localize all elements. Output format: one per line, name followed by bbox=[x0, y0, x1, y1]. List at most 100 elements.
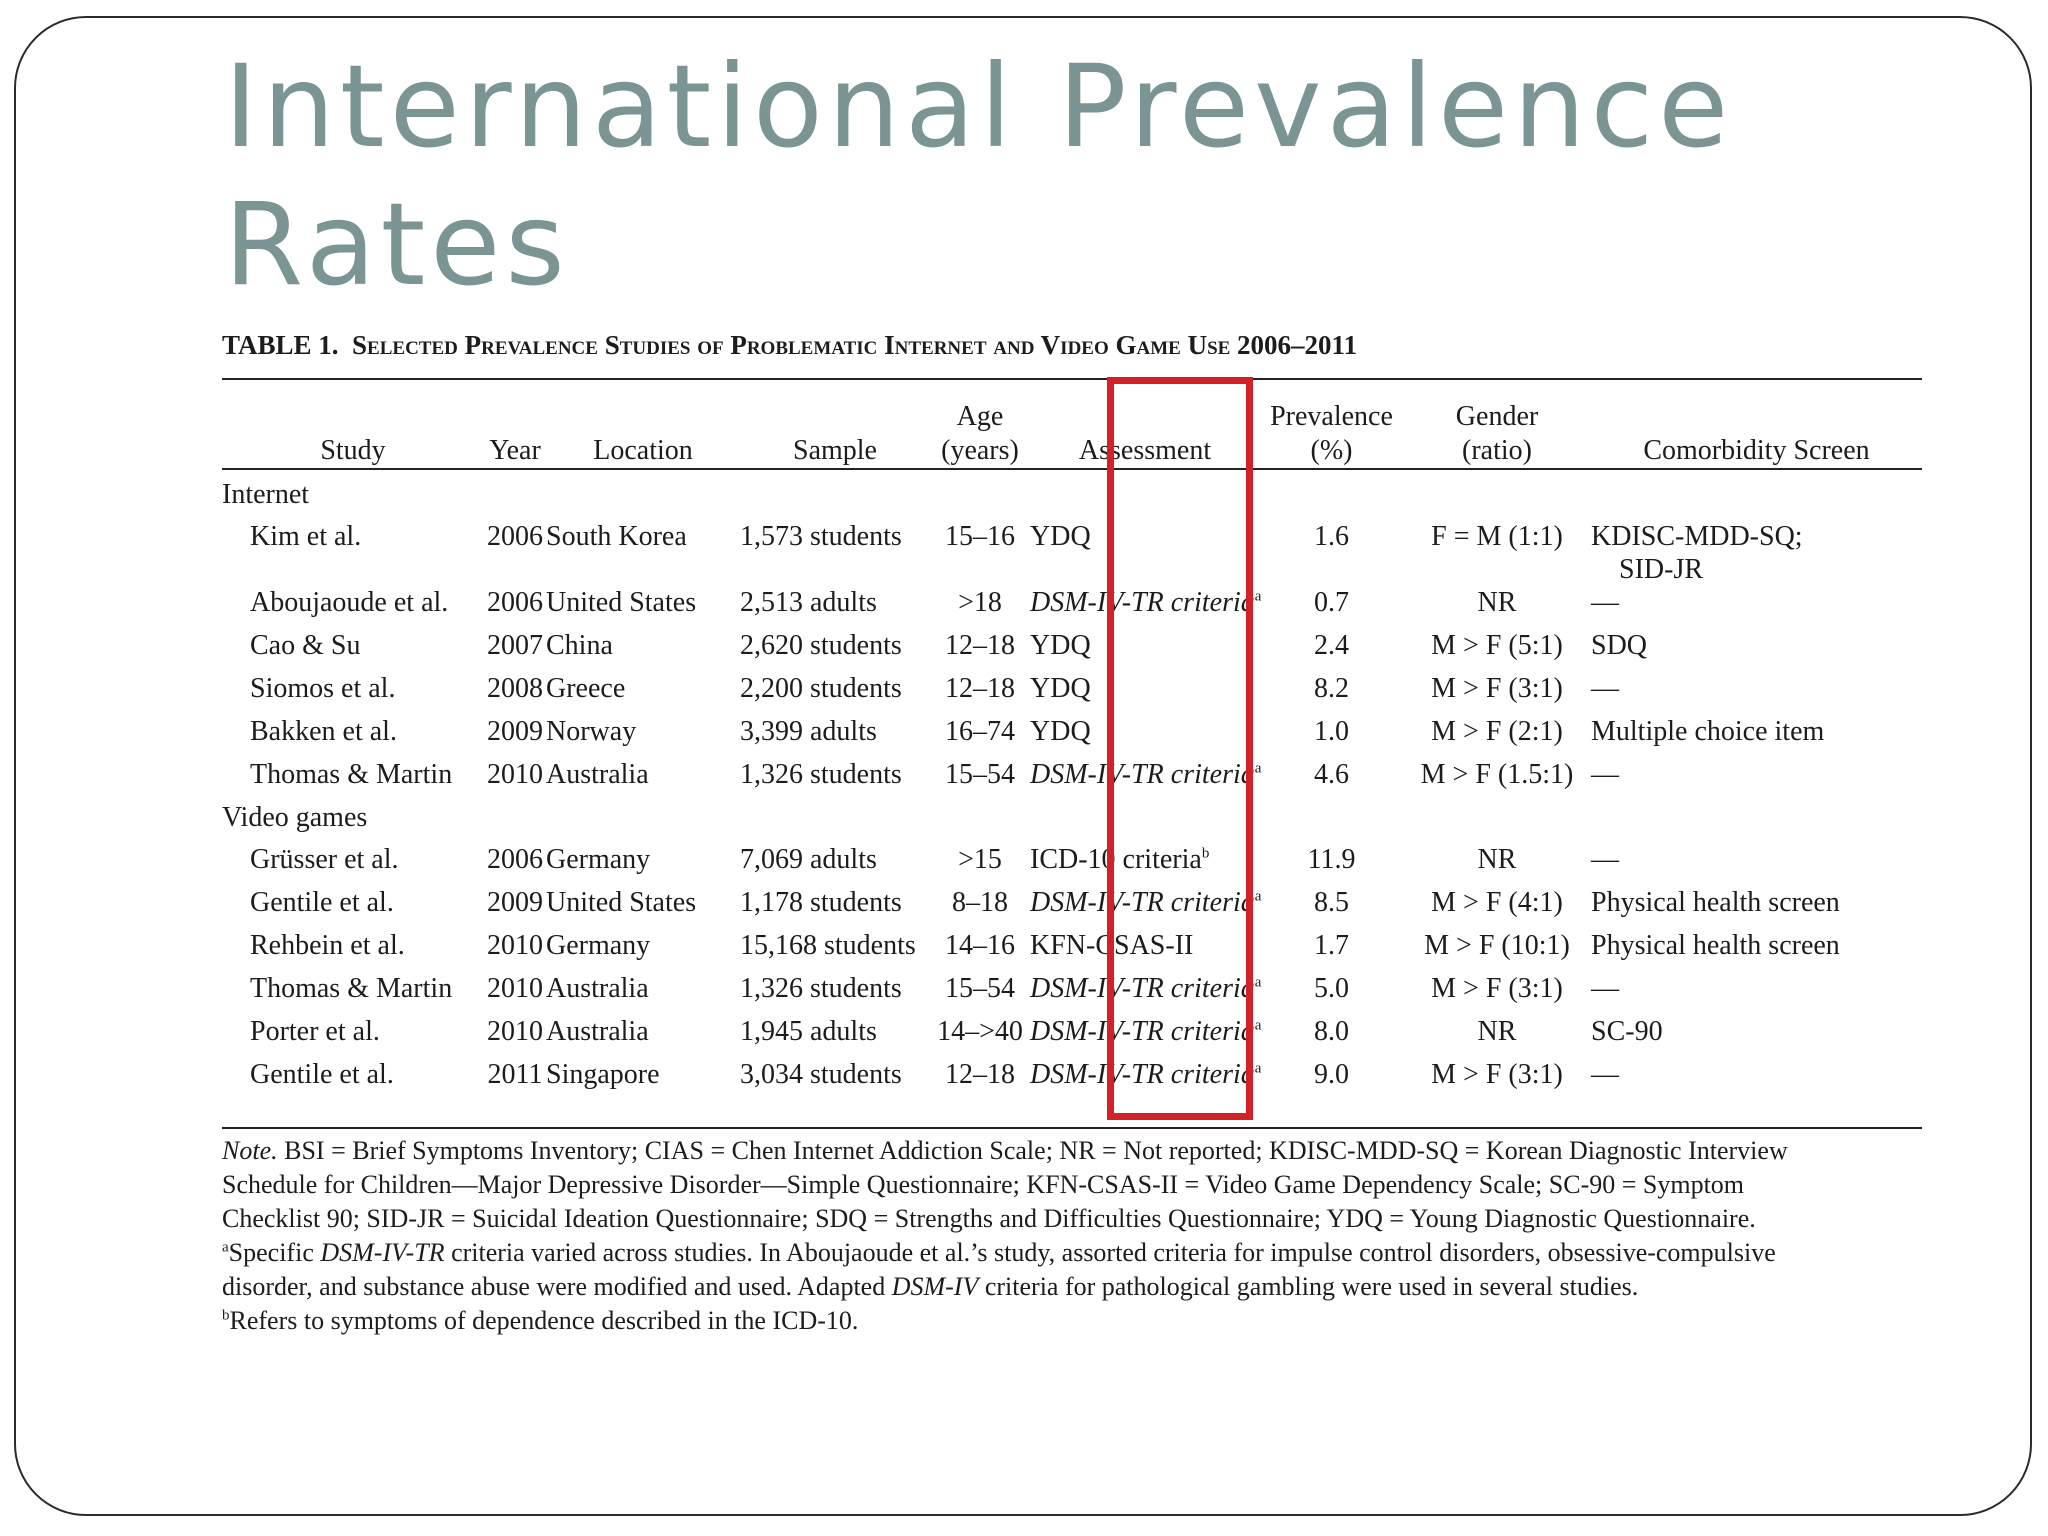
cell-sample: 15,168 students bbox=[740, 930, 916, 961]
cell-age: 12–18 bbox=[945, 630, 1015, 661]
cell-assessment: DSM-IV-TR criteriaa bbox=[1030, 759, 1262, 790]
cell-gender: M > F (3:1) bbox=[1431, 1059, 1563, 1090]
footnote-a: aSpecific DSM-IV-TR criteria varied acro… bbox=[222, 1238, 1776, 1267]
cell-age: 16–74 bbox=[945, 716, 1015, 747]
cell-year: 2011 bbox=[487, 1059, 543, 1090]
section-label: Video games bbox=[222, 802, 368, 833]
prevalence-table: Study Year Location Sample Age (years) As… bbox=[222, 380, 1922, 1101]
cell-comorbidity: Physical health screen bbox=[1591, 930, 1840, 961]
cell-year: 2009 bbox=[487, 716, 543, 747]
cell-prevalence: 0.7 bbox=[1314, 587, 1349, 618]
table-row: Gentile et al. 2011 Singapore 3,034 student… bbox=[222, 1058, 1922, 1101]
cell-age: 15–16 bbox=[945, 521, 1015, 552]
cell-location: Singapore bbox=[546, 1059, 660, 1090]
footnote-b: bRefers to symptoms of dependence descri… bbox=[222, 1306, 859, 1335]
cell-gender: NR bbox=[1477, 844, 1517, 875]
section-row: Internet bbox=[222, 478, 1922, 520]
cell-location: Germany bbox=[546, 844, 651, 875]
cell-study: Gentile et al. bbox=[250, 887, 394, 918]
cell-gender: M > F (4:1) bbox=[1431, 887, 1563, 918]
cell-year: 2006 bbox=[487, 844, 543, 875]
cell-prevalence: 8.0 bbox=[1314, 1016, 1349, 1047]
cell-comorbidity: Physical health screen bbox=[1591, 887, 1840, 918]
cell-sample: 2,620 students bbox=[740, 630, 902, 661]
cell-assessment: YDQ bbox=[1030, 521, 1091, 552]
cell-prevalence: 2.4 bbox=[1314, 630, 1349, 661]
cell-age: 15–54 bbox=[945, 973, 1015, 1004]
cell-year: 2006 bbox=[487, 587, 543, 618]
cell-year: 2010 bbox=[487, 759, 543, 790]
cell-location: Greece bbox=[546, 673, 626, 704]
cell-location: South Korea bbox=[546, 521, 687, 552]
cell-location: Australia bbox=[546, 1016, 649, 1047]
slide-title: International Prevalence Rates bbox=[224, 38, 1924, 314]
cell-assessment: DSM-IV-TR criteriaa bbox=[1030, 973, 1262, 1004]
cell-gender: M > F (10:1) bbox=[1424, 930, 1570, 961]
cell-assessment: DSM-IV-TR criteriaa bbox=[1030, 1016, 1262, 1047]
cell-sample: 2,200 students bbox=[740, 673, 902, 704]
header-age: Age (years) bbox=[941, 401, 1019, 466]
section-label: Internet bbox=[222, 479, 310, 510]
table-header-row: Study Year Location Sample Age (years) As… bbox=[222, 380, 1922, 478]
cell-comorbidity: — bbox=[1591, 1059, 1619, 1090]
cell-sample: 1,945 adults bbox=[740, 1016, 877, 1047]
cell-sample: 1,573 students bbox=[740, 521, 902, 552]
cell-sample: 1,326 students bbox=[740, 759, 902, 790]
cell-age: 8–18 bbox=[952, 887, 1008, 918]
cell-age: >15 bbox=[958, 844, 1002, 875]
cell-year: 2009 bbox=[487, 887, 543, 918]
cell-gender: NR bbox=[1477, 587, 1517, 618]
cell-sample: 7,069 adults bbox=[740, 844, 877, 875]
table-row: Aboujaoude et al. 2006 United States 2,513 … bbox=[222, 586, 1922, 629]
cell-year: 2006 bbox=[487, 521, 543, 552]
cell-study: Siomos et al. bbox=[250, 673, 396, 704]
table-row: Rehbein et al. 2010 Germany 15,168 students… bbox=[222, 929, 1922, 972]
table-row: Porter et al. 2010 Australia 1,945 adults 14… bbox=[222, 1015, 1922, 1058]
note-line-3: Checklist 90; SID-JR = Suicidal Ideation… bbox=[222, 1204, 1756, 1233]
slide-frame bbox=[14, 16, 2032, 1516]
cell-study: Aboujaoude et al. bbox=[250, 587, 449, 618]
header-location: Location bbox=[593, 435, 693, 466]
cell-comorbidity: — bbox=[1591, 759, 1619, 790]
header-year: Year bbox=[489, 435, 541, 466]
header-gender: Gender (ratio) bbox=[1455, 401, 1539, 466]
cell-age: 14–16 bbox=[945, 930, 1015, 961]
footnote-a-cont: disorder, and substance abuse were modif… bbox=[222, 1272, 1639, 1301]
table-caption: TABLE 1. Selected Prevalence Studies of … bbox=[222, 330, 1922, 382]
cell-comorbidity: Multiple choice item bbox=[1591, 716, 1825, 747]
cell-age: 12–18 bbox=[945, 673, 1015, 704]
cell-gender: M > F (3:1) bbox=[1431, 973, 1563, 1004]
cell-age: 12–18 bbox=[945, 1059, 1015, 1090]
cell-comorbidity: — bbox=[1591, 844, 1619, 875]
header-prevalence: Prevalence (%) bbox=[1270, 401, 1393, 466]
cell-study: Kim et al. bbox=[250, 521, 362, 552]
slide-title-line1: International Prevalence bbox=[224, 40, 1734, 173]
header-study: Study bbox=[320, 435, 386, 466]
cell-prevalence: 1.6 bbox=[1314, 521, 1349, 552]
cell-location: Australia bbox=[546, 759, 649, 790]
cell-prevalence: 4.6 bbox=[1314, 759, 1349, 790]
table-body: Internet Kim et al. 2006 South Korea 1,573 s… bbox=[222, 478, 1922, 1101]
cell-gender: M > F (5:1) bbox=[1431, 630, 1563, 661]
section-row: Video games bbox=[222, 801, 1922, 843]
cell-prevalence: 8.5 bbox=[1314, 887, 1349, 918]
header-comorbidity: Comorbidity Screen bbox=[1643, 435, 1870, 466]
cell-gender: M > F (1.5:1) bbox=[1420, 759, 1574, 790]
table-row: Thomas & Martin 2010 Australia 1,326 studen… bbox=[222, 758, 1922, 801]
cell-assessment: KFN-CSAS-II bbox=[1030, 930, 1194, 961]
cell-prevalence: 8.2 bbox=[1314, 673, 1349, 704]
cell-assessment: ICD-10 criteriab bbox=[1030, 844, 1210, 875]
table-rule-bottom bbox=[222, 1127, 1922, 1129]
cell-assessment: DSM-IV-TR criteriaa bbox=[1030, 587, 1262, 618]
cell-year: 2007 bbox=[487, 630, 543, 661]
cell-prevalence: 9.0 bbox=[1314, 1059, 1349, 1090]
table-row: Gentile et al. 2009 United States 1,178 stu… bbox=[222, 886, 1922, 929]
cell-age: >18 bbox=[958, 587, 1002, 618]
cell-location: Norway bbox=[546, 716, 637, 747]
cell-location: China bbox=[546, 630, 613, 661]
cell-comorbidity: SC-90 bbox=[1591, 1016, 1663, 1047]
cell-sample: 1,326 students bbox=[740, 973, 902, 1004]
cell-gender: M > F (3:1) bbox=[1431, 673, 1563, 704]
cell-study: Porter et al. bbox=[250, 1016, 380, 1047]
table-row: Cao & Su 2007 China 2,620 students 12–18 YDQ 2… bbox=[222, 629, 1922, 672]
